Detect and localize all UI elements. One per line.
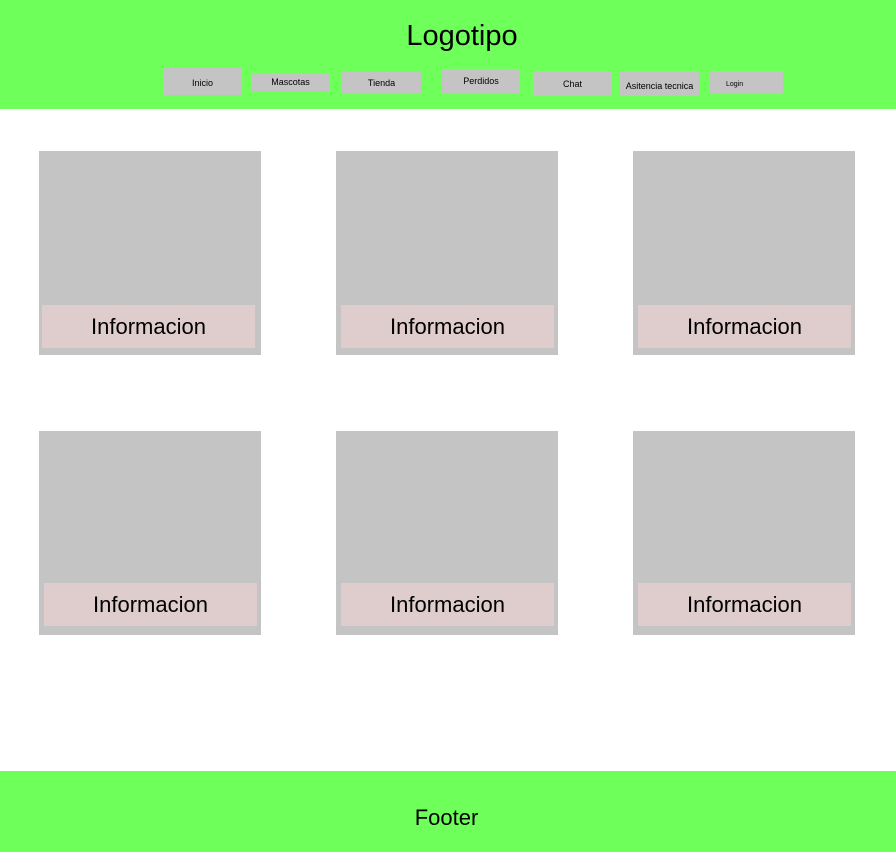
nav-button-asistencia[interactable]: Asitencia tecnica — [620, 71, 699, 96]
card-info: Informacion — [341, 583, 554, 626]
card[interactable]: Informacion — [39, 151, 261, 355]
card-info: Informacion — [638, 583, 851, 626]
nav-button-chat[interactable]: Chat — [533, 71, 612, 96]
nav-button-mascotas[interactable]: Mascotas — [251, 73, 330, 91]
card-info: Informacion — [42, 305, 255, 348]
nav-label: Chat — [562, 79, 582, 89]
nav-label: Tienda — [367, 78, 396, 88]
card[interactable]: Informacion — [336, 431, 558, 635]
card[interactable]: Informacion — [633, 431, 855, 635]
card[interactable]: Informacion — [39, 431, 261, 635]
card-info: Informacion — [44, 583, 257, 626]
header: Logotipo Inicio Mascotas Tienda Perdidos… — [0, 0, 896, 109]
card-info: Informacion — [341, 305, 554, 348]
nav-button-inicio[interactable]: Inicio — [163, 68, 242, 95]
card-info-label: Informacion — [91, 314, 206, 339]
footer-label: Footer — [414, 805, 479, 830]
card[interactable]: Informacion — [336, 151, 558, 355]
card-info: Informacion — [638, 305, 851, 348]
card-info-label: Informacion — [390, 314, 505, 339]
card-info-label: Informacion — [687, 314, 802, 339]
logo: Logotipo — [406, 20, 518, 52]
nav-label: Login — [726, 81, 744, 88]
nav-label: Inicio — [191, 78, 213, 88]
nav-label: Mascotas — [271, 77, 310, 87]
nav-button-tienda[interactable]: Tienda — [342, 72, 421, 94]
card-info-label: Informacion — [687, 592, 802, 617]
card-info-label: Informacion — [93, 592, 208, 617]
nav-label: Perdidos — [463, 76, 499, 86]
card-info-label: Informacion — [390, 592, 505, 617]
footer: Footer — [0, 771, 896, 852]
nav-button-login[interactable]: Login — [710, 71, 783, 94]
card[interactable]: Informacion — [633, 151, 855, 355]
nav-button-perdidos[interactable]: Perdidos — [442, 69, 520, 94]
nav-label: Asitencia tecnica — [625, 81, 694, 91]
